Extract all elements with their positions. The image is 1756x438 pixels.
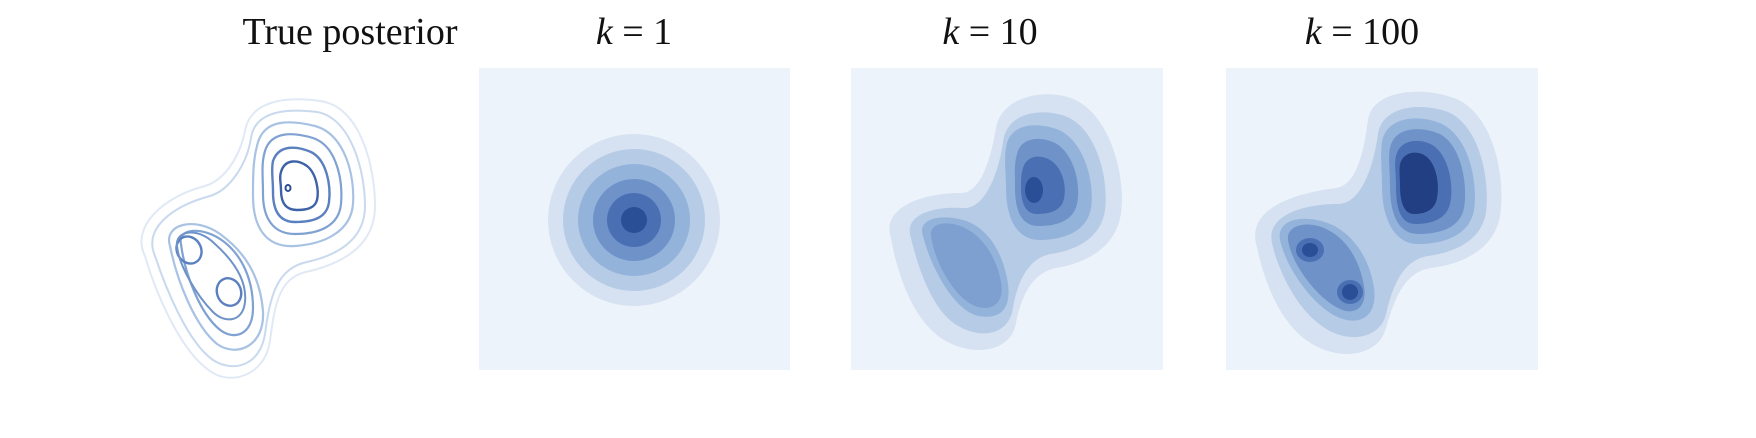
title-eq: = 100 — [1321, 11, 1420, 53]
title-eq: = 10 — [959, 11, 1038, 53]
panel-title-true-posterior: True posterior — [242, 11, 458, 53]
title-var: k — [942, 11, 960, 53]
level-6-left-lower — [1342, 284, 1358, 300]
level-4-left — [930, 223, 1002, 308]
level-6-right — [1399, 152, 1438, 214]
contour-level-6-right — [278, 160, 319, 212]
contour-level-5-right — [270, 146, 331, 224]
contour-peak-right — [284, 184, 292, 192]
contour-level-1 — [140, 98, 376, 379]
title-eq: = 1 — [612, 11, 673, 53]
k1-filled-contour-plot — [479, 68, 790, 370]
title-var: k — [595, 11, 613, 53]
level-6 — [1025, 177, 1043, 203]
k100-filled-contour-plot — [1226, 68, 1538, 370]
level-6 — [621, 207, 647, 233]
contour-level-4-right — [261, 133, 343, 236]
title-var: k — [1304, 11, 1322, 53]
true-posterior-contour-plot — [140, 98, 376, 379]
contour-level-3-left — [167, 223, 265, 351]
level-6-left-upper — [1302, 243, 1318, 257]
contour-level-5-left — [175, 231, 247, 321]
contour-level-4-left — [179, 229, 255, 337]
contour-level-2 — [151, 109, 366, 368]
contour-mode-left-lower — [215, 277, 243, 307]
panel-title-k100: k = 100 — [1305, 10, 1419, 54]
k10-filled-contour-plot — [851, 68, 1163, 370]
panel-title-k1: k = 1 — [596, 10, 672, 54]
panel-title-k10: k = 10 — [942, 10, 1037, 54]
contour-level-3-right — [251, 121, 355, 248]
